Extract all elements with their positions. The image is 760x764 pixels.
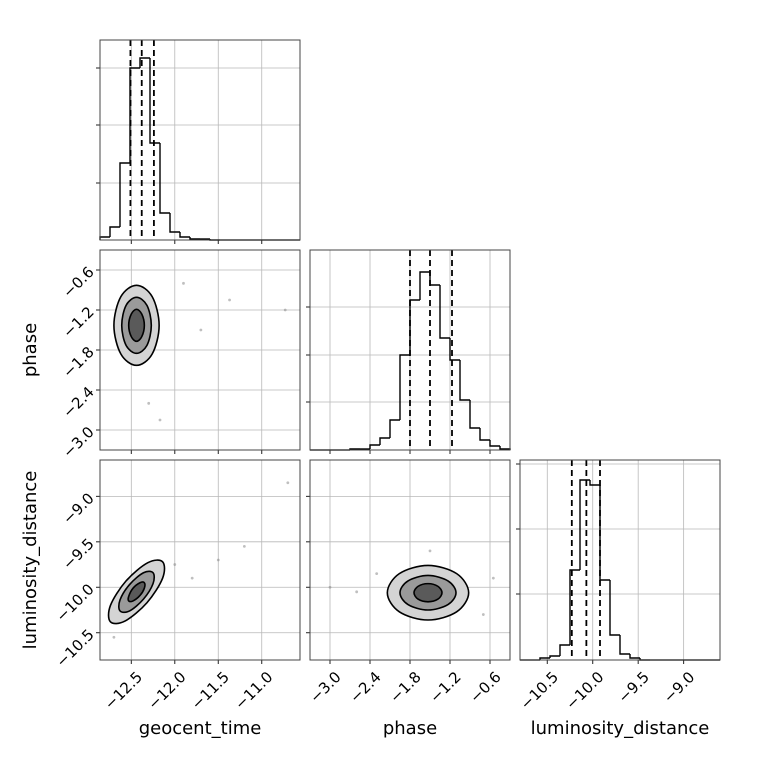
histogram-bin: [549, 655, 560, 658]
histogram-bin: [149, 58, 160, 144]
histogram-bin: [419, 271, 430, 300]
x-axis-label: luminosity_distance: [531, 718, 710, 739]
histogram-bin: [439, 285, 450, 339]
histogram-bin: [189, 237, 200, 240]
sample-point: [375, 572, 379, 576]
sample-point: [190, 576, 194, 580]
y-axis-label: luminosity_distance: [20, 471, 41, 650]
histogram-bin: [429, 272, 440, 286]
x-tick-label: −12.0: [144, 668, 189, 713]
sample-point: [242, 544, 246, 548]
x-tick-label: −0.6: [466, 668, 504, 706]
sample-point: [328, 585, 332, 589]
sample-point: [216, 558, 220, 562]
histogram-bin: [169, 213, 180, 233]
histogram-bin: [459, 360, 470, 401]
histogram-bin: [409, 299, 420, 355]
contour: [127, 308, 146, 343]
y-tick-label: −1.8: [59, 343, 97, 381]
sample-point: [481, 613, 485, 616]
histogram-bin: [539, 657, 550, 660]
x-tick-label: −1.8: [386, 668, 424, 706]
histogram-bin: [449, 338, 460, 361]
y-tick-label: −9.0: [59, 489, 97, 527]
y-tick-label: −10.5: [52, 626, 97, 671]
sample-point: [283, 308, 287, 312]
y-tick-label: −0.6: [59, 263, 97, 301]
histogram-bin: [579, 479, 590, 570]
histogram-bin: [479, 428, 490, 441]
sample-point: [428, 549, 432, 553]
histogram-bin: [179, 232, 190, 238]
histogram-bin: [159, 143, 170, 214]
panel-frame: [99, 249, 301, 451]
histogram-bin: [469, 400, 480, 429]
sample-point: [286, 481, 290, 485]
panel-frame: [309, 249, 511, 451]
histogram-bin: [619, 635, 630, 655]
x-axis-label: geocent_time: [139, 718, 262, 739]
histogram-bin: [559, 644, 570, 656]
x-tick-label: −9.5: [614, 668, 652, 706]
sample-point: [228, 298, 231, 302]
x-tick-label: −1.2: [426, 668, 464, 706]
x-tick-label: −12.5: [101, 668, 146, 713]
contour: [413, 582, 443, 603]
y-axis-label: phase: [20, 323, 41, 377]
y-tick-label: −10.0: [52, 580, 97, 625]
panel-frame: [99, 39, 301, 241]
sample-point: [199, 328, 203, 332]
sample-point: [147, 401, 151, 405]
x-tick-label: −11.0: [231, 668, 276, 713]
sample-point: [355, 590, 359, 594]
histogram-bin: [569, 569, 580, 645]
sample-point: [158, 418, 162, 422]
x-tick-label: −11.5: [188, 668, 233, 713]
y-tick-label: −9.5: [59, 535, 97, 573]
x-tick-label: −2.4: [346, 668, 384, 706]
x-axis-label: phase: [383, 718, 437, 739]
sample-point: [173, 563, 177, 566]
x-tick-label: −3.0: [306, 668, 344, 706]
y-tick-label: −3.0: [59, 423, 97, 461]
panel-frame: [519, 459, 721, 661]
panel-frame: [99, 459, 301, 661]
histogram-bin: [399, 354, 410, 420]
sample-point: [491, 576, 495, 580]
histogram-bin: [599, 485, 610, 581]
y-tick-label: −1.2: [59, 303, 97, 341]
histogram-bin: [109, 226, 120, 237]
histogram-bin: [389, 419, 400, 438]
panel-frame: [309, 459, 511, 661]
histogram-bin: [609, 580, 620, 636]
histogram-bin: [369, 444, 380, 449]
histogram-bin: [589, 480, 600, 486]
histogram-bin: [139, 57, 150, 68]
histogram-bin: [379, 437, 390, 445]
sample-point: [112, 635, 116, 639]
histogram-bin: [489, 440, 500, 447]
x-tick-label: −10.5: [517, 668, 562, 713]
histogram-bin: [499, 446, 511, 450]
x-tick-label: −10.0: [562, 668, 607, 713]
histogram-bin: [119, 162, 130, 227]
histogram-bin: [629, 654, 640, 659]
contour: [127, 581, 146, 603]
x-tick-label: −9.0: [660, 668, 698, 706]
y-tick-label: −2.4: [59, 383, 97, 421]
sample-point: [182, 281, 185, 285]
